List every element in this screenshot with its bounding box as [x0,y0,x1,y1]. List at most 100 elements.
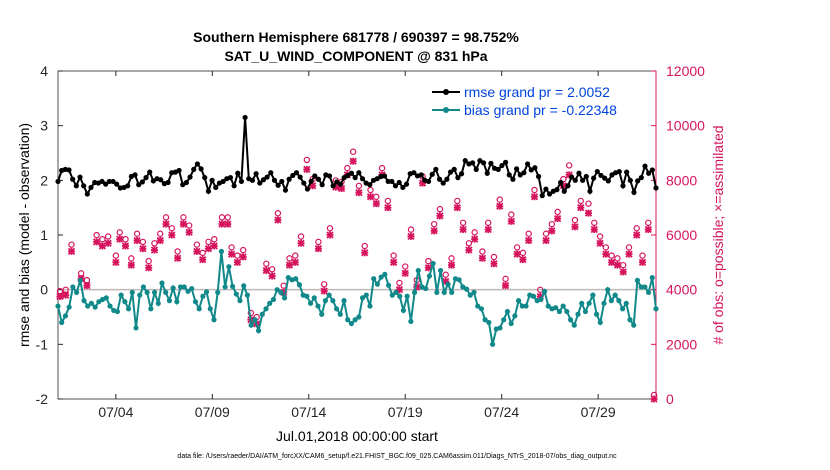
possible-obs-marker [508,211,515,218]
bias-point [497,325,503,331]
rmse-point [253,171,259,177]
bias-point [523,303,529,309]
bias-point [125,306,132,312]
possible-obs-marker [162,214,170,221]
bias-point [619,306,626,312]
assimilated-obs-marker [530,193,539,201]
possible-obs-marker [608,252,615,259]
rmse-point [646,170,652,176]
y-right-tick-label: 0 [666,391,674,407]
bias-point [567,317,574,323]
bias-point [196,306,202,312]
bias-point [471,289,477,295]
rmse-point [425,178,432,185]
assimilated-obs-marker [366,193,375,201]
bias-point [177,284,184,290]
assimilated-obs-marker [436,212,444,220]
rmse-point [88,184,94,191]
assimilated-obs-marker [227,250,236,258]
bias-point [575,311,581,317]
assimilated-obs-marker [98,242,107,250]
possible-obs-marker [602,244,610,251]
assimilated-obs-marker [430,227,438,235]
bias-point [330,298,336,304]
assimilated-obs-marker [268,272,276,280]
bias-point [103,295,109,301]
possible-obs-marker [585,200,592,207]
rmse-point [227,175,234,181]
y-right-tick-label: 6000 [666,227,697,243]
possible-obs-marker [303,156,311,164]
bias-point [467,292,473,298]
assimilated-obs-marker [372,199,380,208]
rmse-point [55,178,61,185]
assimilated-obs-marker [204,245,213,253]
bias-point [159,280,165,286]
bias-point [579,300,585,306]
bias-point [560,303,566,309]
rmse-point [202,175,208,181]
assimilated-obs-marker [401,269,409,277]
chart-title-line2: SAT_U_WIND_COMPONENT @ 831 hPa [224,48,487,64]
rmse-point [389,178,395,185]
rmse-point [521,170,527,176]
rmse-point [484,170,490,176]
rmse-point [114,181,120,187]
rmse-point [147,169,153,175]
x-tick-label: 07/24 [484,404,519,420]
rmse-point [602,175,608,181]
bias-point [185,288,191,294]
legend-bias-label: bias grand pr = -0.22348 [464,102,617,118]
bias-point [649,275,655,281]
possible-obs-marker [465,240,473,247]
bias-point [586,300,592,306]
possible-obs-marker [454,197,461,205]
possible-obs-marker [490,253,498,261]
rmse-point [561,188,567,194]
assimilated-obs-marker [210,242,218,250]
possible-obs-marker [116,229,123,236]
bias-point [653,306,659,312]
bias-point [597,319,603,326]
possible-obs-marker [297,233,305,240]
rmse-point [293,170,300,176]
y-axis-label-left: rmse and bias (model - observation) [16,123,32,347]
bias-point [645,289,652,295]
possible-obs-marker [321,281,328,288]
bias-point [148,306,154,312]
rmse-point [616,168,622,175]
bias-point [359,295,366,301]
rmse-point [213,184,219,191]
possible-obs-marker [224,214,231,221]
bias-point [627,317,633,323]
bias-point [608,298,615,304]
bias-point [504,308,511,315]
rmse-point [510,176,516,182]
bias-point [215,289,221,295]
assimilated-obs-marker [168,231,176,239]
bias-point [155,300,161,306]
rmse-point [238,178,245,185]
bias-point [601,300,607,306]
bias-point [144,289,150,295]
bias-point [415,267,421,274]
rmse-point [440,180,446,186]
rmse-point [304,186,311,192]
rmse-point [286,176,292,182]
bias-point [385,282,392,288]
bias-point [512,313,518,319]
rmse-point [488,160,494,166]
bias-point [456,277,462,283]
possible-obs-marker [112,252,120,259]
assimilated-obs-marker [145,264,153,272]
rmse-point [642,163,648,169]
possible-obs-marker [390,252,397,259]
bias-point [475,303,481,309]
assimilated-obs-marker [507,217,515,225]
rmse-point [638,175,644,181]
rmse-point [580,177,586,183]
possible-obs-marker [633,225,640,232]
bias-point [107,303,113,309]
possible-obs-marker [519,249,527,257]
bias-point [66,304,72,310]
